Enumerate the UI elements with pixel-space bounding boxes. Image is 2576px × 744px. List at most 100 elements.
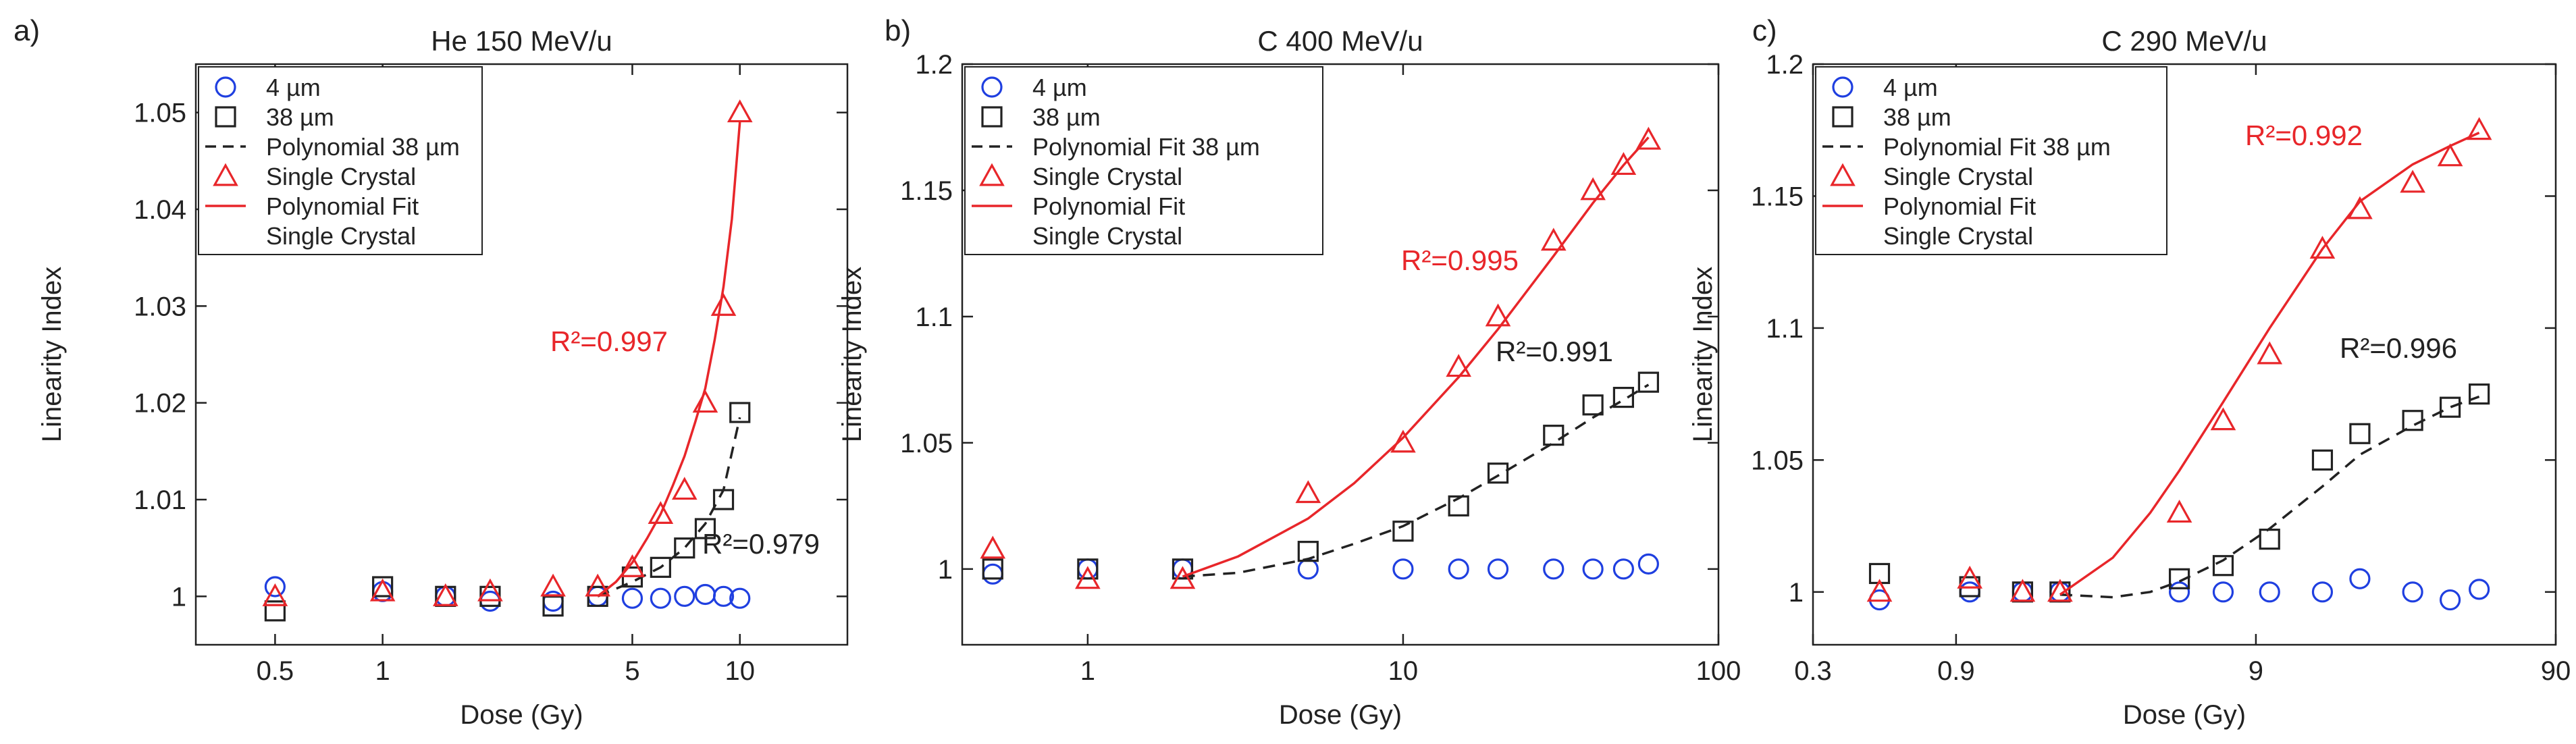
legend-label: Polynomial Fit 38 µm bbox=[1883, 133, 2111, 161]
data-point-triangle bbox=[477, 578, 503, 602]
y-tick-label: 1.05 bbox=[134, 99, 186, 128]
y-tick-label: 1.15 bbox=[1751, 182, 1804, 211]
chart-title: C 400 MeV/u bbox=[1257, 25, 1423, 57]
legend-marker-triangle bbox=[1830, 163, 1856, 186]
fit-line-solid bbox=[597, 122, 741, 597]
plot-frame bbox=[194, 63, 849, 646]
data-point-triangle bbox=[432, 583, 458, 606]
data-point-triangle bbox=[540, 573, 566, 597]
y-tick-label: 1.2 bbox=[915, 50, 953, 80]
x-tick-label: 10 bbox=[725, 656, 755, 686]
y-tick-label: 1.04 bbox=[134, 195, 186, 225]
data-point-square bbox=[264, 600, 286, 622]
data-point-circle bbox=[729, 587, 751, 609]
y-tick-label: 1.15 bbox=[900, 176, 953, 206]
legend-label: Polynomial Fit bbox=[1883, 192, 2036, 220]
x-axis-label: Dose (Gy) bbox=[460, 700, 583, 730]
r-squared-annotation: R²=0.996 bbox=[2340, 332, 2457, 364]
data-point-square bbox=[2349, 423, 2371, 444]
legend-label: Single Crystal bbox=[266, 163, 416, 190]
y-tick-label: 1.1 bbox=[1766, 314, 1804, 344]
data-point-square bbox=[1487, 462, 1509, 484]
x-tick-label: 0.3 bbox=[1794, 656, 1832, 686]
legend-marker-circle bbox=[215, 76, 236, 98]
r-squared-annotation: R²=0.997 bbox=[550, 325, 668, 357]
y-tick-label: 1 bbox=[938, 555, 953, 585]
data-point-triangle bbox=[1390, 429, 1416, 453]
data-point-triangle bbox=[710, 292, 737, 316]
data-point-square bbox=[1297, 541, 1319, 562]
y-tick-label: 1.02 bbox=[134, 389, 186, 419]
data-point-triangle bbox=[369, 578, 396, 602]
data-point-triangle bbox=[2400, 169, 2425, 193]
legend-label: 38 µm bbox=[1032, 103, 1101, 131]
series-1 bbox=[982, 371, 1659, 580]
data-point-circle bbox=[1543, 558, 1565, 580]
data-point-square bbox=[479, 585, 501, 607]
legend-label: Single Crystal bbox=[266, 222, 416, 250]
data-point-triangle bbox=[2210, 407, 2236, 431]
data-point-square bbox=[2440, 396, 2461, 418]
y-tick-label: 1.2 bbox=[1766, 50, 1804, 80]
data-point-triangle bbox=[727, 99, 753, 123]
data-point-triangle bbox=[2166, 500, 2192, 523]
series-4 bbox=[2059, 132, 2480, 596]
data-point-square bbox=[1172, 558, 1194, 580]
data-point-square bbox=[2212, 555, 2234, 577]
data-point-triangle bbox=[1075, 566, 1101, 589]
data-point-triangle bbox=[1169, 566, 1196, 589]
data-point-triangle bbox=[692, 390, 718, 413]
plot-frame bbox=[961, 63, 1720, 646]
data-point-square bbox=[1392, 521, 1414, 542]
data-point-triangle bbox=[2466, 117, 2492, 140]
x-tick-label: 100 bbox=[1696, 656, 1741, 686]
y-tick-label: 1.05 bbox=[1751, 446, 1804, 475]
legend-label: Polynomial Fit 38 µm bbox=[1032, 133, 1260, 161]
y-tick-label: 1 bbox=[172, 582, 186, 612]
data-point-square bbox=[712, 489, 735, 510]
data-point-circle bbox=[2311, 581, 2334, 603]
data-point-square bbox=[694, 518, 716, 539]
data-point-triangle bbox=[1635, 126, 1662, 150]
r-squared-annotation: R²=0.995 bbox=[1401, 244, 1519, 276]
data-point-circle bbox=[1448, 558, 1469, 580]
data-point-square bbox=[1637, 371, 1659, 393]
series-0 bbox=[1868, 568, 2490, 611]
series-2 bbox=[2059, 395, 2480, 599]
data-point-triangle bbox=[648, 501, 674, 524]
y-axis-label: Linearity Index bbox=[37, 267, 67, 442]
series-1 bbox=[1868, 383, 2490, 603]
series-0 bbox=[264, 576, 751, 612]
data-point-triangle bbox=[1580, 177, 1606, 201]
r-squared-annotation: R²=0.992 bbox=[2245, 119, 2363, 151]
data-point-square bbox=[674, 537, 695, 559]
data-point-circle bbox=[2402, 581, 2423, 603]
legend-label: 4 µm bbox=[1883, 74, 1938, 101]
legend-box bbox=[1815, 66, 2167, 255]
data-point-triangle bbox=[1957, 565, 1983, 589]
fit-line-dashed bbox=[2059, 395, 2480, 599]
data-point-circle bbox=[2259, 581, 2280, 603]
x-tick-label: 10 bbox=[1388, 656, 1419, 686]
plot-frame bbox=[1812, 63, 2557, 646]
legend-marker-circle bbox=[981, 76, 1003, 98]
x-tick-label: 5 bbox=[625, 656, 639, 686]
legend-label: Single Crystal bbox=[1032, 163, 1182, 190]
legend-box bbox=[964, 66, 1323, 255]
data-point-triangle bbox=[1485, 303, 1511, 327]
data-point-square bbox=[542, 595, 564, 617]
data-point-circle bbox=[1297, 558, 1319, 580]
series-4 bbox=[597, 122, 741, 597]
data-point-circle bbox=[694, 583, 716, 606]
panel-label: b) bbox=[885, 14, 911, 47]
legend-label: 4 µm bbox=[266, 74, 321, 101]
data-point-circle bbox=[982, 563, 1003, 585]
legend-label: Single Crystal bbox=[1883, 163, 2033, 190]
legend-label: 38 µm bbox=[1883, 103, 1951, 131]
series-2 bbox=[597, 417, 741, 597]
